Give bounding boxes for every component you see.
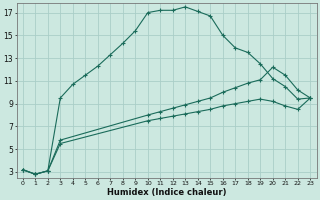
- X-axis label: Humidex (Indice chaleur): Humidex (Indice chaleur): [107, 188, 226, 197]
